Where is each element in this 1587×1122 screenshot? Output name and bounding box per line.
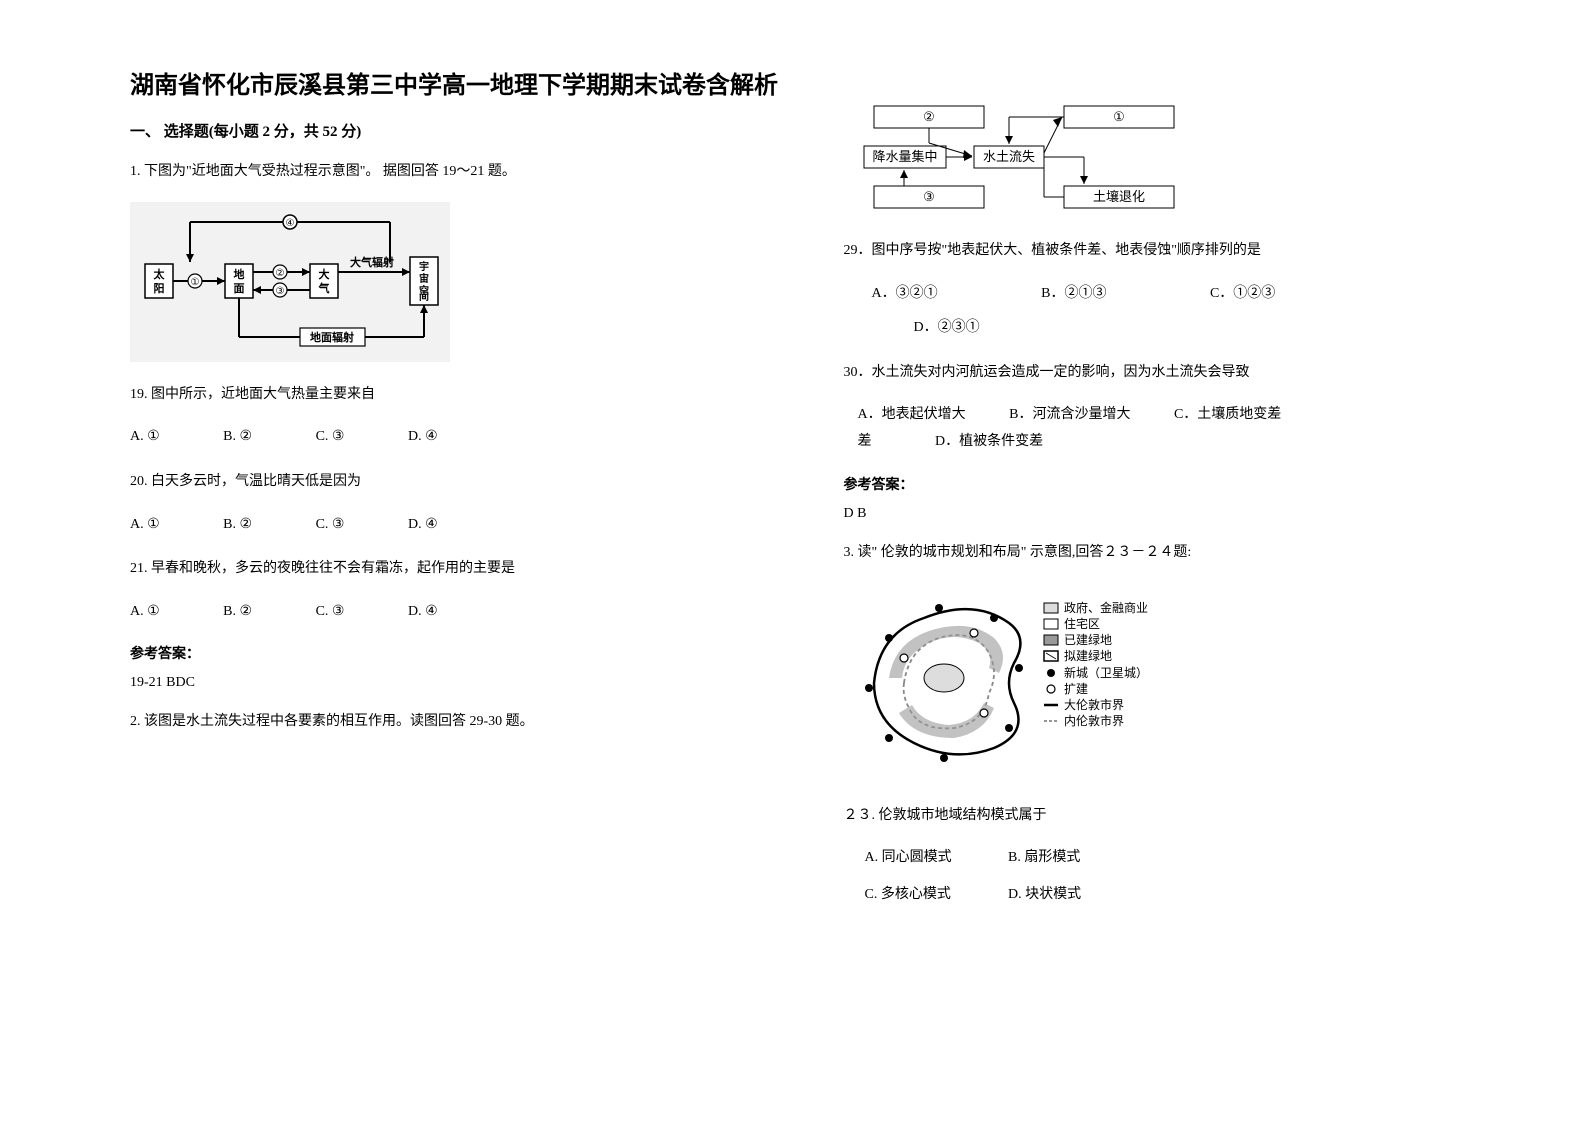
q2-intro: 2. 该图是水土流失过程中各要素的相互作用。读图回答 29-30 题。 (130, 709, 784, 734)
q19: 19. 图中所示，近地面大气热量主要来自 (130, 382, 784, 409)
svg-text:面: 面 (234, 282, 245, 295)
legend-outer: 大伦敦市界 (1064, 697, 1124, 712)
q29-options: A．③②① B．②①③ C．①②③ D．②③① (844, 281, 1498, 342)
q23-opt-c: C. 多核心模式 (865, 882, 1005, 909)
right-column: ② ① 降水量集中 水土流失 ③ 土壤退化 (814, 70, 1528, 1082)
legend-newtown: 新城（卫星城） (1064, 665, 1148, 680)
q23-options: A. 同心圆模式 B. 扇形模式 C. 多核心模式 D. 块状模式 (844, 845, 1498, 908)
fig1-atm-rad: 大气辐射 (350, 255, 394, 269)
legend-gov: 政府、金融商业 (1064, 600, 1148, 615)
fig1-space: 宇 (419, 260, 429, 273)
q19-options: A. ① B. ② C. ③ D. ④ (130, 424, 784, 451)
q20-opt-c: C. ③ (316, 512, 345, 539)
fig2-box2: ① (1113, 109, 1125, 124)
fig1-n3: ③ (276, 286, 285, 297)
q19-opt-c: C. ③ (316, 424, 345, 451)
q21-opt-c: C. ③ (316, 599, 345, 626)
fig1-ground-rad: 地面辐射 (310, 330, 354, 344)
q30-opt-c: C．土壤质地变差 (1174, 402, 1281, 429)
q29: 29．图中序号按"地表起伏大、植被条件差、地表侵蚀"顺序排列的是 (844, 238, 1498, 265)
fig1-n2: ② (276, 268, 285, 279)
legend-expand: 扩建 (1064, 682, 1088, 696)
fig2-box3: 降水量集中 (872, 149, 937, 164)
fig1-atm: 大 (319, 267, 330, 281)
fig1-n4: ④ (286, 218, 295, 229)
q30-opt-d: D．植被条件变差 (935, 429, 1043, 456)
figure-london: 政府、金融商业 住宅区 已建绿地 拟建绿地 新城（卫星城） 扩建 大伦敦市界 内… (844, 583, 1498, 783)
answer-29-30: D B (844, 506, 1498, 522)
q30-opt-a: A．地表起伏增大 (858, 402, 966, 429)
q19-opt-b: B. ② (223, 424, 252, 451)
fig1-sun: 太 (153, 267, 166, 281)
left-column: 湖南省怀化市辰溪县第三中学高一地理下学期期末试卷含解析 一、 选择题(每小题 2… (100, 70, 814, 1082)
q23-opt-d: D. 块状模式 (1008, 882, 1081, 909)
legend-inner: 内伦敦市界 (1064, 713, 1124, 728)
legend-res: 住宅区 (1064, 616, 1100, 631)
q30: 30．水土流失对内河航运会造成一定的影响，因为水土流失会导致 (844, 360, 1498, 387)
figure-soil-loss: ② ① 降水量集中 水土流失 ③ 土壤退化 (844, 88, 1498, 218)
q20-opt-a: A. ① (130, 512, 160, 539)
q20-opt-d: D. ④ (408, 512, 438, 539)
fig2-box5: ③ (923, 189, 935, 204)
q29-opt-b: B．②①③ (1041, 281, 1106, 308)
q23-opt-a: A. 同心圆模式 (865, 845, 1005, 872)
svg-text:宙: 宙 (419, 272, 429, 285)
ref-answer-label-1: 参考答案： (130, 643, 784, 663)
page-title: 湖南省怀化市辰溪县第三中学高一地理下学期期末试卷含解析 (130, 70, 784, 104)
q21: 21. 早春和晚秋，多云的夜晚往往不会有霜冻，起作用的主要是 (130, 556, 784, 583)
svg-text:阳: 阳 (154, 281, 165, 295)
fig1-n1: ① (191, 277, 200, 288)
figure-atmosphere: ④ 太 阳 ① 地 面 ② ③ 大 (130, 202, 784, 362)
q29-opt-c: C．①②③ (1210, 281, 1275, 308)
answer-19-21: 19-21 BDC (130, 675, 784, 691)
svg-text:间: 间 (419, 290, 429, 303)
q23-opt-b: B. 扇形模式 (1008, 845, 1080, 872)
ref-answer-label-2: 参考答案： (844, 474, 1498, 494)
fig1-ground: 地 (234, 267, 245, 281)
q20-opt-b: B. ② (223, 512, 252, 539)
legend-plangreen: 拟建绿地 (1064, 648, 1112, 663)
fig2-box6: 土壤退化 (1092, 189, 1144, 204)
fig2-box4: 水土流失 (982, 149, 1034, 164)
q21-opt-b: B. ② (223, 599, 252, 626)
q19-opt-d: D. ④ (408, 424, 438, 451)
q30-opt-b: B．河流含沙量增大 (1009, 402, 1130, 429)
q30-options: A．地表起伏增大 B．河流含沙量增大 C．土壤质地变差 差 D．植被条件变差 (844, 402, 1498, 455)
q23: ２３. 伦敦城市地域结构模式属于 (844, 803, 1498, 830)
q21-options: A. ① B. ② C. ③ D. ④ (130, 599, 784, 626)
q21-opt-a: A. ① (130, 599, 160, 626)
q3-intro: 3. 读" 伦敦的城市规划和布局" 示意图,回答２３－２４题: (844, 540, 1498, 565)
q19-opt-a: A. ① (130, 424, 160, 451)
svg-text:气: 气 (318, 281, 330, 295)
q1-intro: 1. 下图为"近地面大气受热过程示意图"。 据图回答 19～21 题。 (130, 159, 784, 184)
q20-options: A. ① B. ② C. ③ D. ④ (130, 512, 784, 539)
section1-header: 一、 选择题(每小题 2 分，共 52 分) (130, 120, 784, 141)
q20: 20. 白天多云时，气温比晴天低是因为 (130, 469, 784, 496)
q29-opt-d: D．②③① (914, 315, 980, 342)
q21-opt-d: D. ④ (408, 599, 438, 626)
q29-opt-a: A．③②① (872, 281, 938, 308)
fig2-box1: ② (923, 109, 935, 124)
legend-builtgreen: 已建绿地 (1064, 632, 1112, 647)
